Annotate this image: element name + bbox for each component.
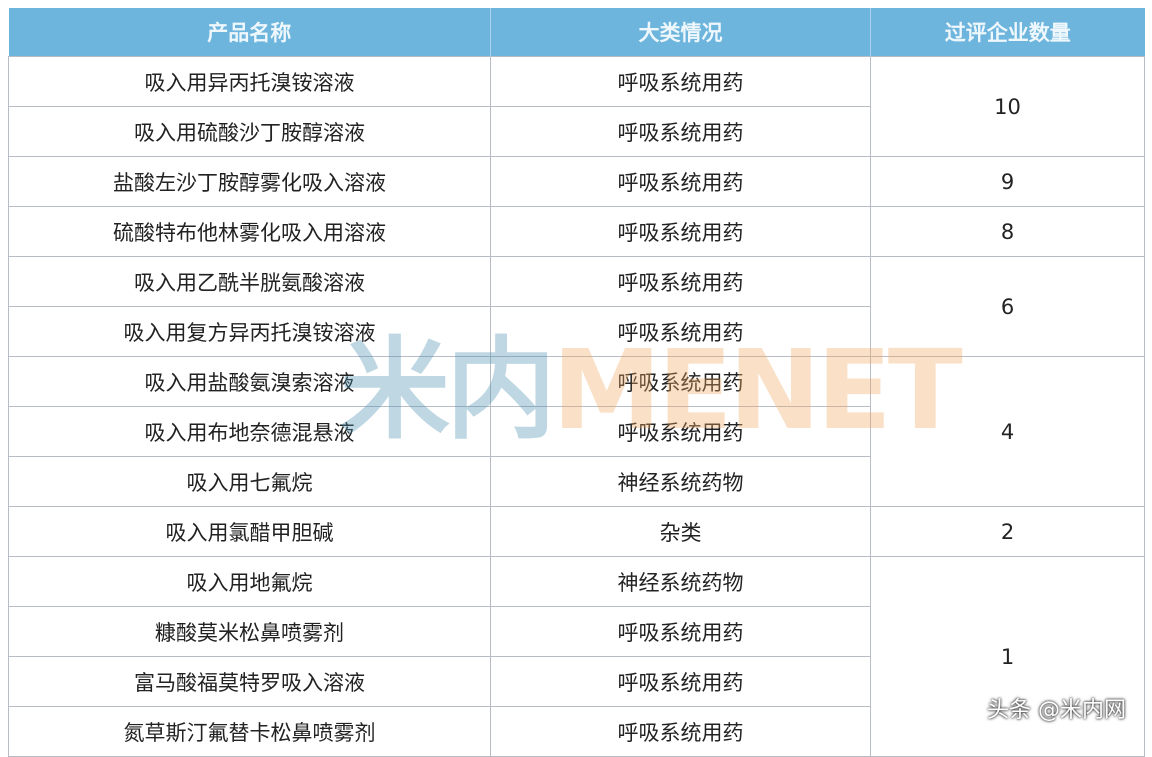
category: 呼吸系统用药 xyxy=(490,106,871,157)
table-row: 富马酸福莫特罗吸入溶液 呼吸系统用药 xyxy=(8,656,1145,707)
category: 杂类 xyxy=(490,506,871,557)
category: 呼吸系统用药 xyxy=(490,306,871,357)
table-row: 吸入用盐酸氨溴索溶液 呼吸系统用药 4 xyxy=(8,356,1145,507)
table-row: 吸入用乙酰半胱氨酸溶液 呼吸系统用药 6 xyxy=(8,256,1145,357)
category: 呼吸系统用药 xyxy=(490,356,871,407)
company-count: 2 xyxy=(870,506,1145,557)
product-name: 富马酸福莫特罗吸入溶液 xyxy=(8,656,491,707)
product-name: 吸入用盐酸氨溴索溶液 xyxy=(8,356,491,407)
company-count: 10 xyxy=(870,56,1145,157)
product-name: 硫酸特布他林雾化吸入用溶液 xyxy=(8,206,491,257)
product-name: 糠酸莫米松鼻喷雾剂 xyxy=(8,606,491,657)
product-name: 吸入用乙酰半胱氨酸溶液 xyxy=(8,256,491,307)
header-row: 产品名称 大类情况 过评企业数量 xyxy=(8,8,1145,57)
product-name: 吸入用硫酸沙丁胺醇溶液 xyxy=(8,106,491,157)
product-name: 吸入用布地奈德混悬液 xyxy=(8,406,491,457)
company-count: 8 xyxy=(870,206,1145,257)
table-row: 盐酸左沙丁胺醇雾化吸入溶液 呼吸系统用药 9 xyxy=(8,156,1145,207)
header-category: 大类情况 xyxy=(490,8,871,57)
category: 呼吸系统用药 xyxy=(490,156,871,207)
category: 呼吸系统用药 xyxy=(490,206,871,257)
category: 神经系统药物 xyxy=(490,556,871,607)
product-name: 吸入用复方异丙托溴铵溶液 xyxy=(8,306,491,357)
table-row: 糠酸莫米松鼻喷雾剂 呼吸系统用药 xyxy=(8,606,1145,657)
product-name: 盐酸左沙丁胺醇雾化吸入溶液 xyxy=(8,156,491,207)
category: 呼吸系统用药 xyxy=(490,606,871,657)
product-name: 吸入用七氟烷 xyxy=(8,456,491,507)
category: 神经系统药物 xyxy=(490,456,871,507)
product-name: 吸入用地氟烷 xyxy=(8,556,491,607)
header-product-name: 产品名称 xyxy=(8,8,491,57)
category: 呼吸系统用药 xyxy=(490,656,871,707)
source-credit: 头条 @米内网 xyxy=(987,698,1126,723)
product-name: 吸入用异丙托溴铵溶液 xyxy=(8,56,491,107)
header-company-count: 过评企业数量 xyxy=(870,8,1145,57)
company-count: 9 xyxy=(870,156,1145,207)
table-row: 吸入用氯醋甲胆碱 杂类 2 xyxy=(8,506,1145,557)
category: 呼吸系统用药 xyxy=(490,406,871,457)
product-name: 吸入用氯醋甲胆碱 xyxy=(8,506,491,557)
drug-table: 产品名称 大类情况 过评企业数量 吸入用异丙托溴铵溶液 呼吸系统用药 10 吸入用硫酸… xyxy=(8,8,1145,757)
category: 呼吸系统用药 xyxy=(490,56,871,107)
table-row: 硫酸特布他林雾化吸入用溶液 呼吸系统用药 8 xyxy=(8,206,1145,257)
category: 呼吸系统用药 xyxy=(490,256,871,307)
company-count: 1 xyxy=(870,556,1145,757)
company-count: 4 xyxy=(870,356,1145,507)
table-row: 吸入用硫酸沙丁胺醇溶液 呼吸系统用药 xyxy=(8,106,1145,157)
company-count: 6 xyxy=(870,256,1145,357)
table-row: 吸入用地氟烷 神经系统药物 1 xyxy=(8,556,1145,757)
table-row: 吸入用异丙托溴铵溶液 呼吸系统用药 10 xyxy=(8,56,1145,157)
